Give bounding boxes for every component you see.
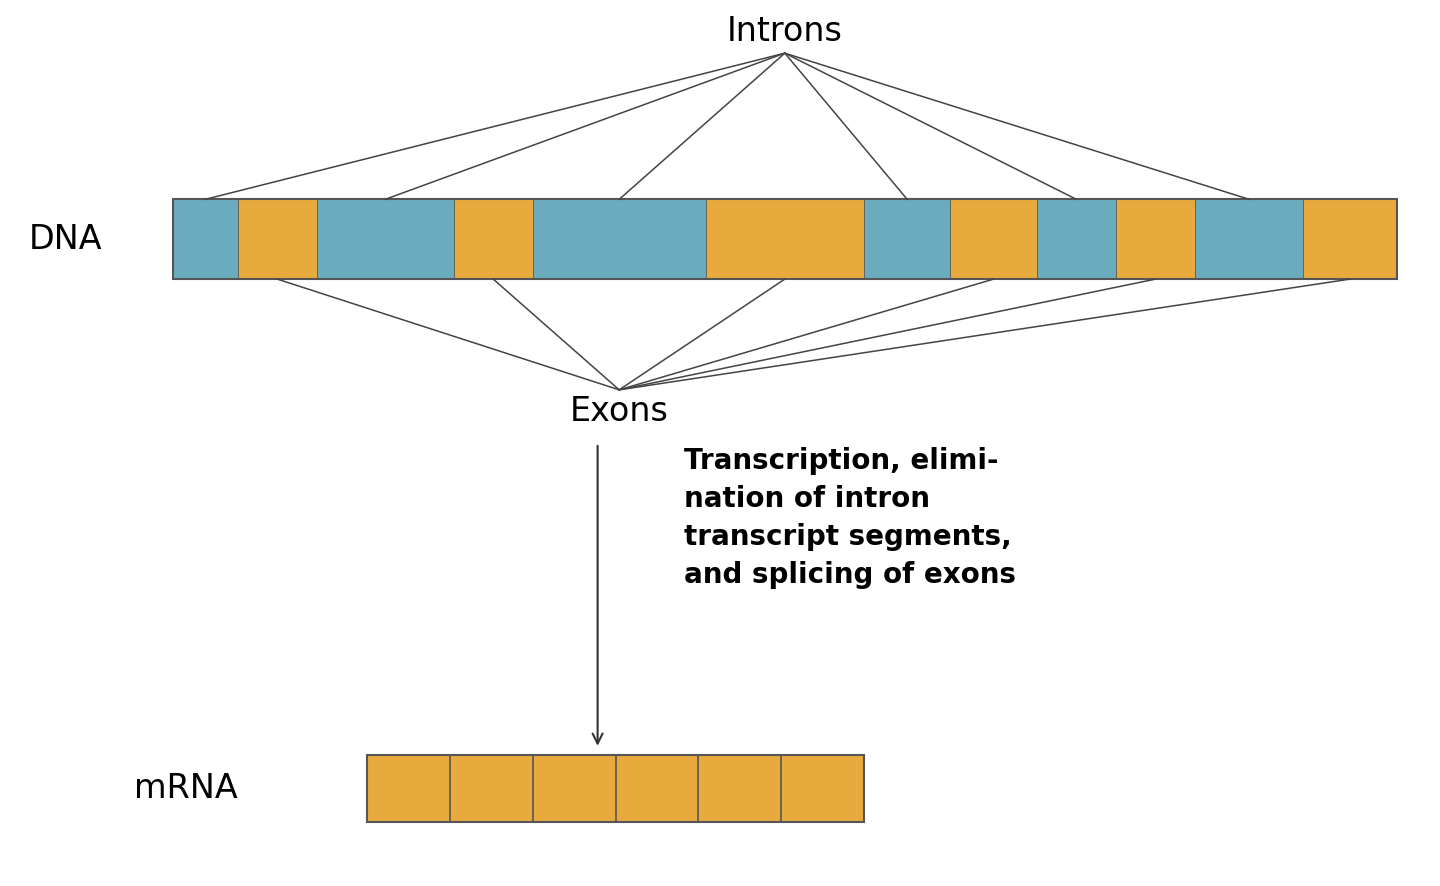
Bar — [454, 199, 533, 279]
Bar — [173, 199, 1397, 279]
Text: Transcription, elimi-
nation of intron
transcript segments,
and splicing of exon: Transcription, elimi- nation of intron t… — [684, 447, 1017, 589]
Text: DNA: DNA — [29, 222, 102, 256]
Bar — [1303, 199, 1397, 279]
Bar — [1195, 199, 1303, 279]
Bar — [533, 199, 706, 279]
Bar — [367, 755, 864, 822]
Text: mRNA: mRNA — [134, 772, 238, 805]
Bar — [706, 199, 864, 279]
Bar — [173, 199, 1397, 279]
Text: Introns: Introns — [727, 14, 842, 48]
Bar — [317, 199, 454, 279]
Bar — [1116, 199, 1195, 279]
Bar — [1037, 199, 1116, 279]
Bar — [864, 199, 950, 279]
Text: Exons: Exons — [570, 395, 668, 429]
Bar — [173, 199, 238, 279]
Bar — [238, 199, 317, 279]
Bar — [950, 199, 1037, 279]
